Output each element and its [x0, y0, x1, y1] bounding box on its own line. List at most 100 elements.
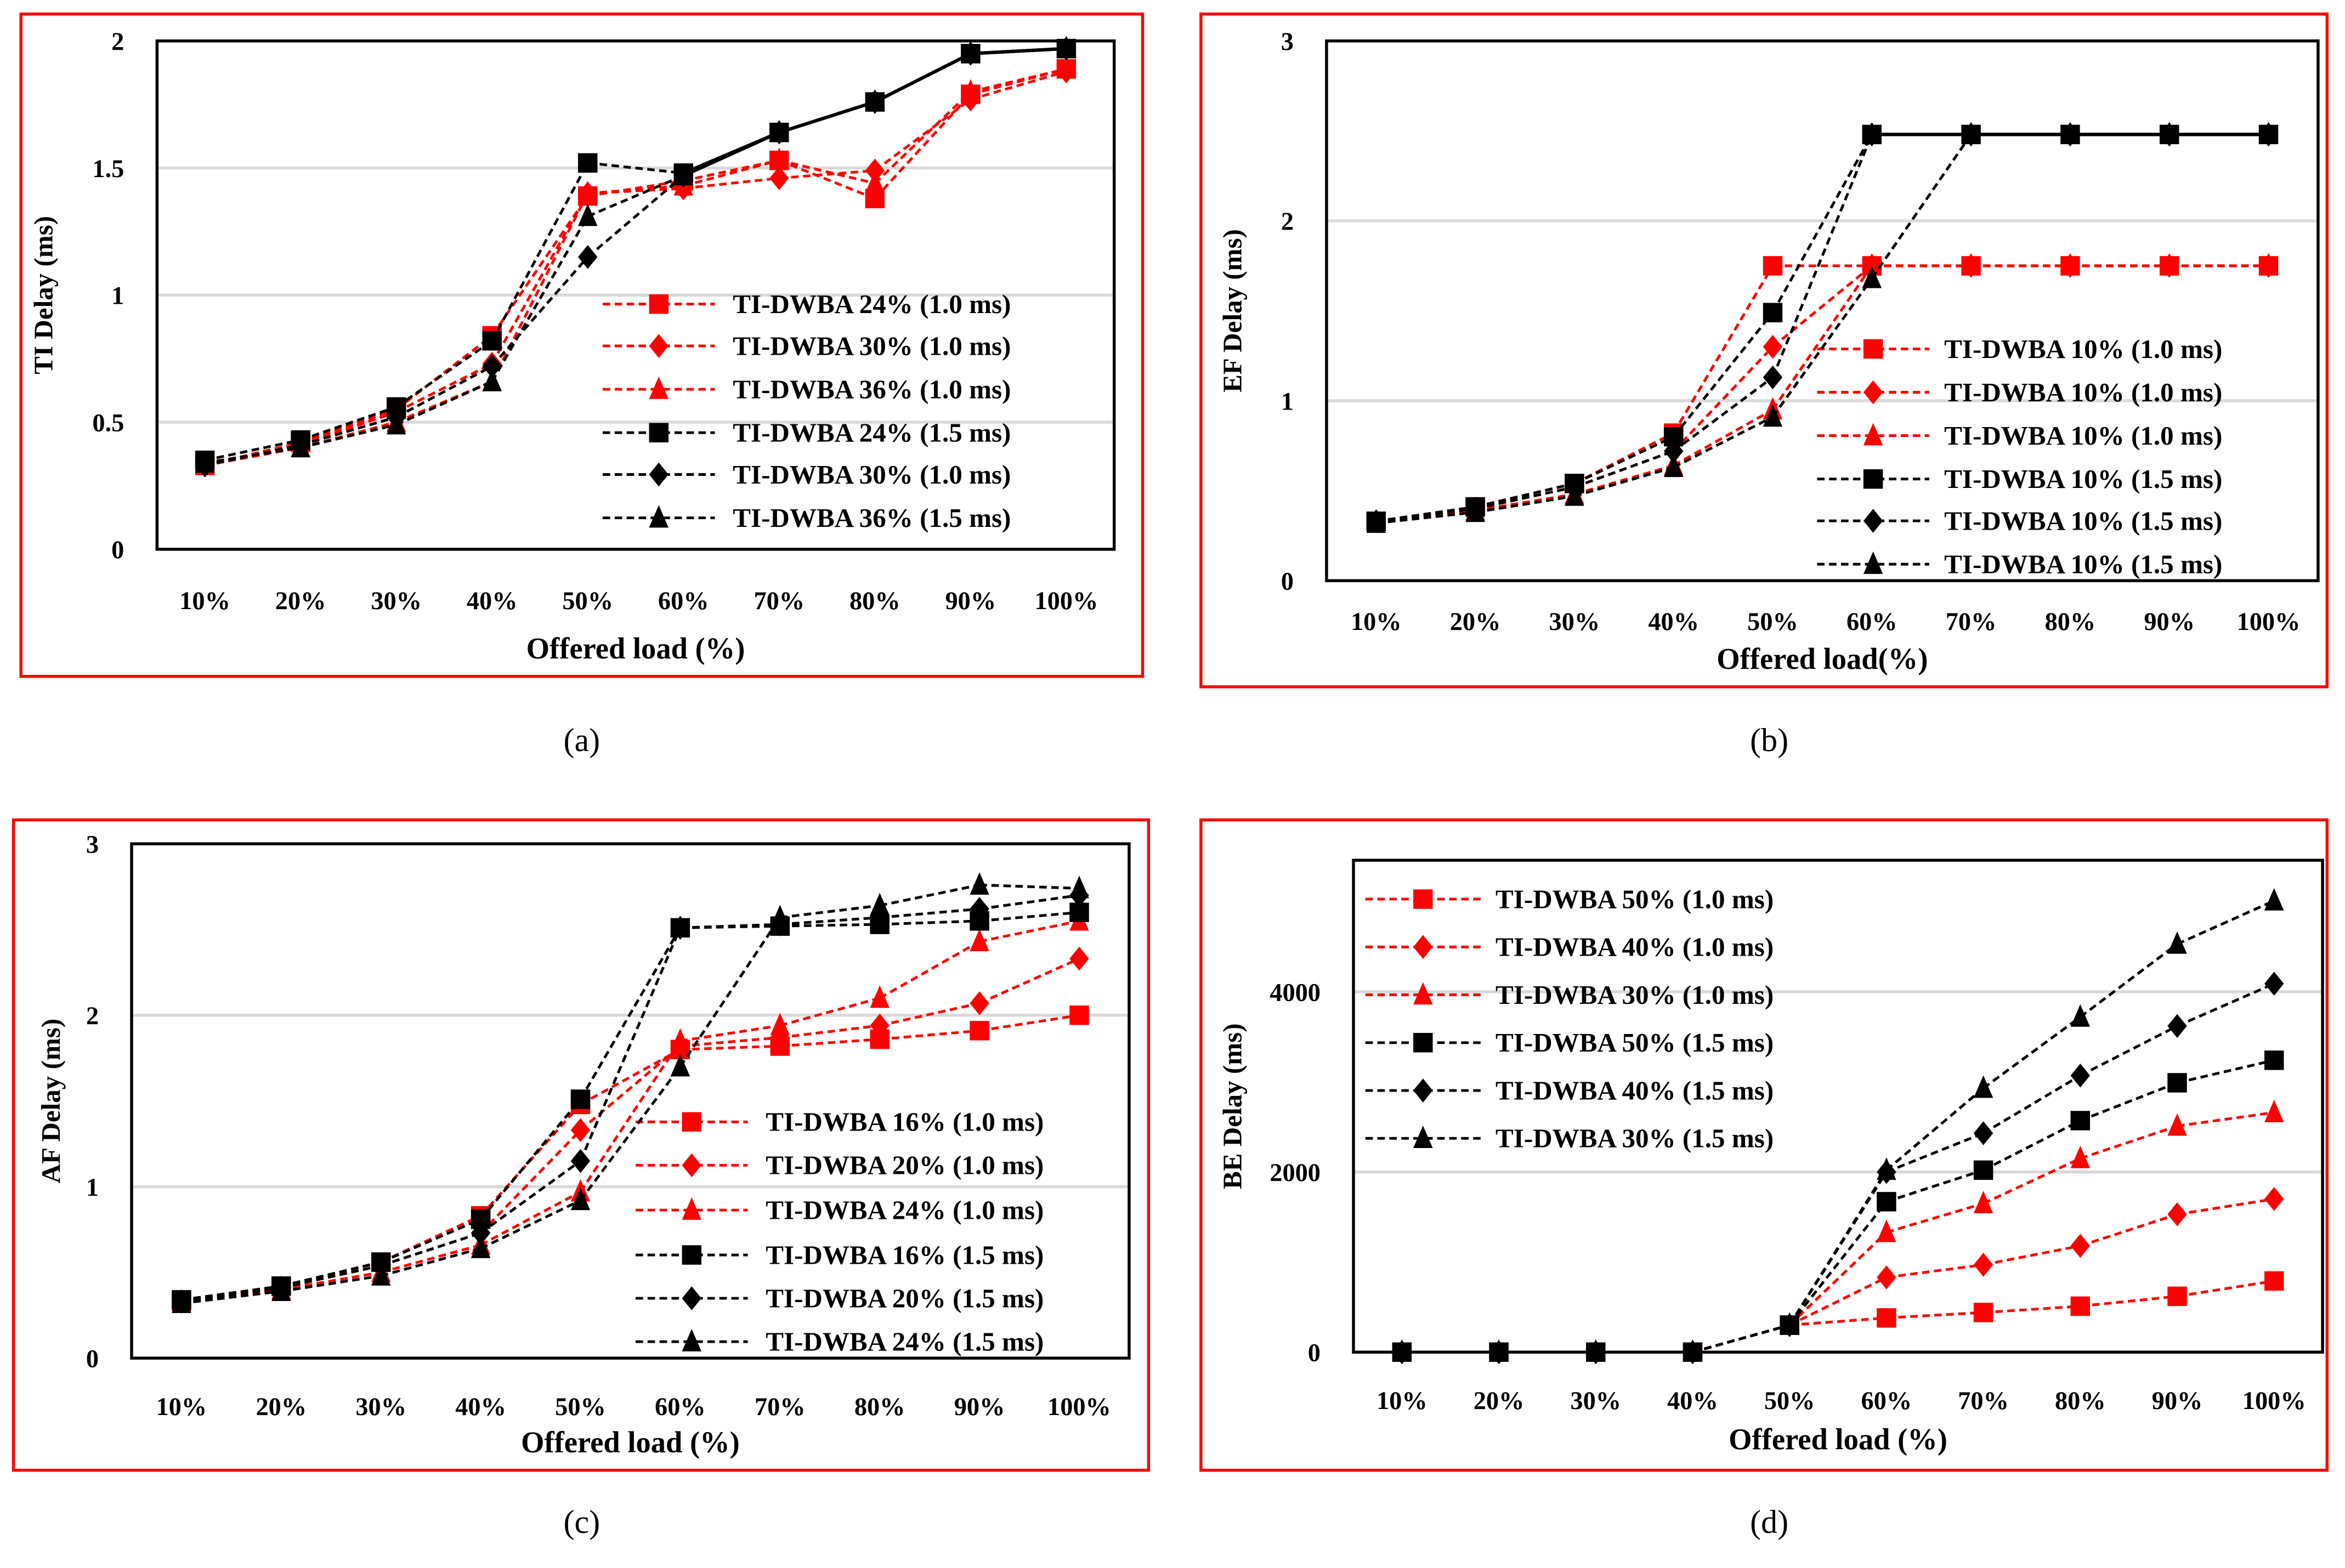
y-tick-label: 0 [1281, 567, 1294, 595]
legend-marker [649, 423, 669, 442]
data-point [1069, 946, 1089, 971]
data-point [2167, 931, 2187, 954]
series-line-segment [2080, 1213, 2178, 1247]
x-tick-label: 90% [954, 1393, 1005, 1421]
y-tick-label: 1 [111, 282, 124, 310]
series-line-segment [300, 405, 397, 441]
legend-label: TI-DWBA 20% (1.5 ms) [766, 1283, 1044, 1313]
series-line-segment [778, 159, 876, 200]
x-tick-label: 50% [1747, 608, 1798, 636]
legend-marker [682, 1153, 701, 1178]
panel-caption: (c) [564, 1504, 601, 1540]
data-point [578, 245, 598, 269]
legend-marker [1413, 889, 1433, 909]
data-point [970, 929, 989, 952]
data-point [1973, 1190, 1993, 1213]
series-line-segment [1672, 311, 1774, 438]
series-5 [172, 872, 1089, 1313]
series-line-segment [1771, 134, 1873, 314]
series-line-segment [1673, 376, 1774, 452]
data-point [1973, 1303, 1993, 1322]
legend-item: TI-DWBA 36% (1.5 ms) [602, 503, 1011, 533]
series-line-segment [2177, 899, 2275, 946]
x-tick-label: 50% [1764, 1387, 1815, 1415]
x-tick-label: 100% [2237, 608, 2301, 636]
y-tick-label: 1 [1281, 388, 1294, 416]
legend-item: TI-DWBA 30% (1.0 ms) [602, 459, 1011, 490]
series-line-segment [879, 1002, 980, 1027]
x-tick-label: 20% [1450, 608, 1501, 636]
series-line-segment [879, 907, 980, 919]
data-point [1366, 510, 1386, 533]
series-line-segment [780, 916, 880, 926]
series-line-segment [1983, 1016, 2081, 1089]
panel-caption: (b) [1750, 722, 1788, 758]
series-line-segment [281, 1271, 382, 1291]
data-point [271, 1279, 291, 1301]
legend-label: TI-DWBA 10% (1.0 ms) [1944, 334, 2222, 364]
data-point [2264, 1271, 2284, 1291]
x-tick-label: 70% [1958, 1387, 2009, 1415]
data-point [2159, 122, 2179, 145]
data-point [578, 203, 598, 226]
series-line-segment [2080, 1081, 2178, 1122]
data-point [2264, 1187, 2284, 1211]
legend-label: TI-DWBA 50% (1.5 ms) [1496, 1027, 1774, 1058]
legend-item: TI-DWBA 10% (1.0 ms) [1817, 421, 2222, 451]
x-tick-label: 40% [1667, 1387, 1718, 1415]
data-point [2159, 253, 2179, 276]
plot-area [130, 842, 1131, 1360]
data-point [1877, 1308, 1896, 1328]
legend-marker [682, 1197, 701, 1220]
y-tick-label: 0 [1308, 1339, 1321, 1367]
x-tick-label: 10% [1377, 1387, 1428, 1415]
data-point [670, 1054, 690, 1077]
legend-marker [1413, 1078, 1433, 1103]
x-tick-label: 70% [755, 1393, 806, 1421]
series-line-segment [879, 883, 980, 907]
series-line-segment [778, 100, 876, 134]
data-point [2167, 1286, 2187, 1306]
series-5 [1366, 122, 2279, 533]
legend-label: TI-DWBA 30% (1.5 ms) [1496, 1123, 1774, 1154]
series-line-segment [395, 365, 493, 418]
data-point [1056, 56, 1077, 79]
series-line-segment [300, 416, 397, 447]
data-point [482, 368, 502, 391]
series-line-segment [395, 362, 493, 413]
panel-caption: (a) [564, 722, 601, 758]
x-tick-label: 10% [1351, 608, 1402, 636]
series-line-segment [779, 159, 875, 185]
data-point [870, 985, 890, 1008]
x-tick-label: 90% [2144, 608, 2195, 636]
legend-marker [682, 1245, 701, 1265]
x-axis-label: Offered load (%) [521, 1425, 740, 1459]
series-line-segment [1788, 1231, 1888, 1326]
series-line-segment [1885, 1132, 1984, 1173]
legend-marker [1863, 469, 1883, 489]
y-tick-label: 2 [111, 28, 124, 56]
x-tick-label: 10% [156, 1393, 207, 1421]
chart-d: 0 2000 4000 10% 20% 30% 40% 50% 60% 70% 80% 90% 100%… [1199, 818, 2329, 1540]
data-point [570, 1149, 591, 1173]
series-line-segment [1886, 1311, 1984, 1320]
data-point [673, 163, 693, 186]
legend-label: TI-DWBA 36% (1.0 ms) [733, 374, 1011, 404]
data-point [961, 79, 981, 102]
legend-label: TI-DWBA 30% (1.0 ms) [733, 459, 1011, 490]
x-tick-label: 90% [945, 587, 996, 615]
series-line-segment [587, 184, 684, 195]
panel-frame [19, 12, 1145, 678]
x-tick-label: 30% [1549, 608, 1600, 636]
data-point [1663, 439, 1684, 463]
y-tick-label: 4000 [1270, 979, 1321, 1007]
legend-label: TI-DWBA 10% (1.5 ms) [1944, 549, 2222, 579]
plot-area [1352, 859, 2324, 1354]
x-tick-label: 40% [455, 1393, 506, 1421]
data-point [670, 916, 690, 940]
series-line-segment [1886, 1263, 1984, 1279]
legend-label: TI-DWBA 10% (1.0 ms) [1944, 377, 2222, 407]
series-line-segment [181, 1289, 282, 1305]
data-point [870, 893, 890, 916]
series-line-segment [1983, 1119, 2081, 1172]
